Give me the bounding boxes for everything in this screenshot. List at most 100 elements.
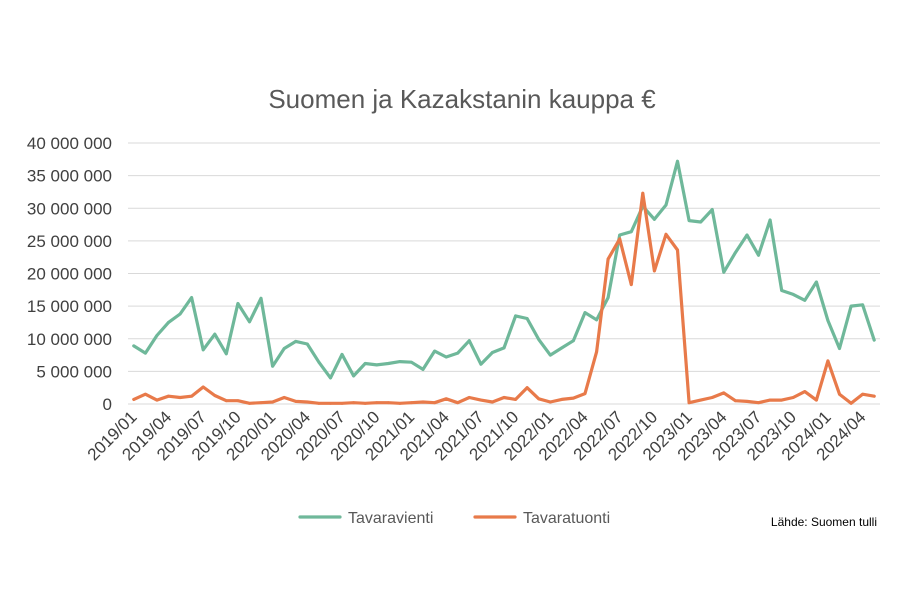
data-point	[872, 338, 876, 342]
data-point	[814, 280, 818, 284]
data-point	[363, 362, 367, 365]
data-point	[352, 401, 355, 405]
data-point	[664, 203, 668, 207]
data-point	[398, 401, 402, 405]
series-lines	[132, 159, 876, 405]
y-tick-label: 20 000 000	[27, 265, 112, 284]
data-point	[352, 374, 355, 378]
data-point	[375, 363, 379, 367]
data-point	[583, 311, 587, 315]
source-note: Lähde: Suomen tulli	[771, 515, 877, 529]
y-tick-label: 5 000 000	[36, 362, 112, 381]
data-point	[814, 398, 818, 402]
data-point	[780, 289, 784, 292]
data-point	[768, 218, 772, 222]
data-point	[653, 217, 656, 221]
data-point	[803, 298, 807, 302]
data-point	[699, 398, 703, 402]
data-point	[514, 314, 517, 318]
data-point	[294, 399, 298, 403]
data-point	[444, 355, 448, 359]
data-point	[467, 396, 471, 399]
data-point	[167, 321, 170, 324]
data-point	[861, 303, 865, 307]
series-line-1	[132, 159, 876, 380]
y-tick-label: 25 000 000	[27, 232, 112, 251]
data-point	[803, 390, 807, 394]
data-point	[178, 312, 182, 316]
data-point	[248, 320, 251, 324]
data-point	[838, 392, 841, 396]
data-point	[722, 391, 726, 395]
data-point	[722, 270, 726, 274]
data-point	[491, 400, 494, 404]
gridlines	[128, 142, 880, 405]
data-point	[560, 398, 564, 401]
data-point	[583, 392, 587, 395]
data-point	[178, 396, 182, 399]
data-point	[710, 396, 714, 399]
data-point	[572, 396, 575, 400]
data-point	[421, 368, 425, 371]
x-axis: 2019/012019/042019/072019/102020/012020/…	[84, 407, 870, 464]
data-point	[155, 398, 159, 402]
data-point	[826, 319, 830, 322]
data-point	[780, 398, 784, 402]
data-point	[525, 317, 529, 320]
data-point	[190, 394, 194, 398]
data-point	[155, 334, 159, 337]
data-point	[664, 232, 668, 236]
data-point	[467, 339, 471, 343]
data-point	[745, 233, 749, 237]
data-point	[386, 401, 390, 405]
data-point	[433, 349, 436, 353]
data-point	[456, 401, 460, 405]
data-point	[791, 396, 795, 399]
data-point	[676, 248, 679, 252]
data-point	[653, 269, 656, 273]
data-point	[236, 302, 240, 305]
y-tick-label: 15 000 000	[27, 297, 112, 316]
data-point	[305, 342, 309, 346]
data-point	[421, 400, 425, 404]
data-point	[282, 347, 286, 350]
data-point	[259, 296, 263, 300]
data-point	[826, 359, 830, 363]
data-point	[572, 339, 575, 343]
data-point	[213, 332, 217, 336]
data-point	[375, 401, 379, 405]
data-point	[201, 385, 205, 389]
data-point	[224, 352, 228, 356]
y-axis: 0 5 000 000 10 000 000 15 000 000 20 000 000…	[27, 134, 112, 414]
data-point	[329, 401, 332, 405]
data-point	[236, 399, 240, 403]
data-point	[282, 396, 286, 399]
data-point	[317, 360, 321, 364]
data-point	[294, 339, 298, 343]
data-point	[340, 353, 344, 356]
data-point	[687, 401, 691, 405]
data-point	[386, 362, 390, 365]
data-point	[514, 398, 517, 401]
data-point	[757, 253, 760, 257]
y-tick-label: 30 000 000	[27, 199, 112, 218]
data-point	[849, 401, 853, 405]
data-point	[271, 364, 275, 368]
data-point	[606, 257, 610, 261]
data-point	[340, 401, 344, 405]
data-point	[410, 401, 413, 405]
data-point	[479, 398, 483, 402]
data-point	[167, 394, 170, 398]
y-tick-label: 0	[103, 395, 112, 414]
data-point	[849, 304, 853, 308]
data-point	[560, 346, 564, 350]
data-point	[132, 344, 136, 348]
data-point	[733, 399, 737, 403]
data-point	[676, 159, 679, 163]
data-point	[791, 292, 795, 296]
data-point	[629, 283, 633, 286]
data-point	[502, 396, 506, 399]
data-point	[305, 400, 309, 404]
legend-label: Tavaratuonti	[523, 510, 610, 527]
